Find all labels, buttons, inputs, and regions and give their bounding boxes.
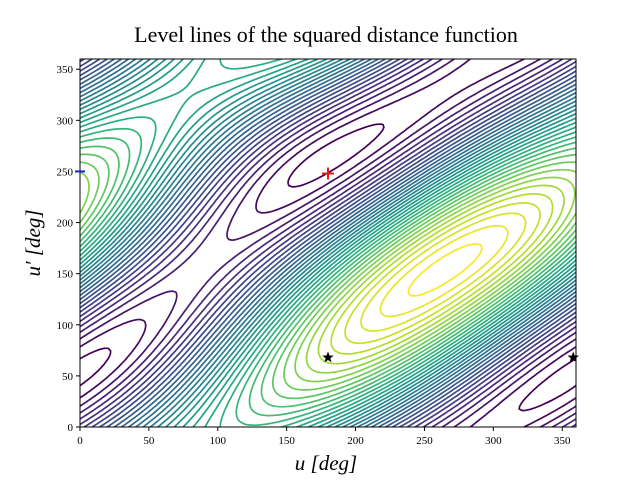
- contour-line: [80, 127, 576, 427]
- y-tick-label: 350: [57, 64, 74, 76]
- contour-line: [80, 137, 576, 417]
- contour-line: [330, 192, 554, 355]
- contour-line: [407, 243, 483, 297]
- contour-line: [379, 224, 509, 318]
- y-tick-label: 300: [57, 115, 74, 127]
- contour-line: [305, 176, 576, 374]
- contour-line: [344, 202, 541, 345]
- x-tick-label: 350: [554, 435, 571, 447]
- x-tick-label: 250: [416, 435, 433, 447]
- y-tick-label: 150: [57, 269, 74, 281]
- x-tick-label: 200: [347, 435, 364, 447]
- point-star: [567, 351, 579, 363]
- contour-line: [80, 59, 576, 427]
- contour-layer: [80, 59, 576, 427]
- contour-line: [80, 59, 576, 427]
- contour-line: [80, 145, 576, 408]
- x-axis-label: u [deg]: [295, 451, 357, 475]
- contour-line: [317, 184, 565, 365]
- contour-line: [80, 59, 576, 427]
- point-plus: [322, 167, 334, 180]
- x-tick-label: 150: [278, 435, 295, 447]
- y-tick-label: 0: [68, 422, 74, 434]
- y-tick-label: 200: [57, 218, 74, 230]
- plot-frame: [79, 58, 577, 428]
- contour-line: [80, 161, 576, 391]
- contour-line: [80, 59, 576, 427]
- y-axis-label: u′ [deg]: [21, 209, 45, 276]
- contour-line: [80, 59, 576, 427]
- contour-line: [80, 59, 576, 427]
- x-tick-label: 100: [210, 435, 227, 447]
- x-tick-label: 0: [77, 435, 83, 447]
- contour-line: [80, 59, 576, 427]
- x-tick-label: 300: [485, 435, 502, 447]
- contour-line: [80, 59, 576, 427]
- contour-line: [360, 212, 527, 332]
- chart-title: Level lines of the squared distance func…: [134, 22, 518, 47]
- contour-line: [80, 123, 576, 412]
- y-tick-label: 100: [57, 320, 74, 332]
- point-star: [322, 351, 334, 363]
- contour-line: [80, 59, 576, 427]
- y-tick-label: 250: [57, 166, 74, 178]
- x-tick-label: 50: [143, 435, 155, 447]
- contour-line: [80, 59, 576, 427]
- y-tick-label: 50: [62, 371, 74, 383]
- contour-line: [80, 153, 576, 400]
